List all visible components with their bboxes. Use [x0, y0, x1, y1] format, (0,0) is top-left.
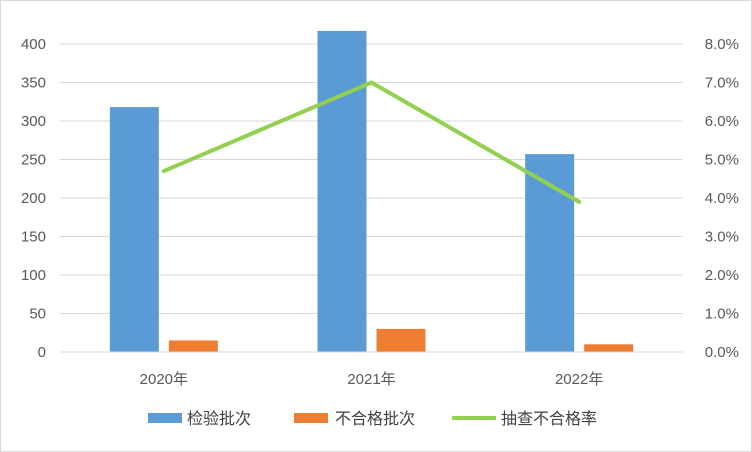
right-tick-label: 6.0% — [705, 113, 739, 130]
category-labels: 2020年 2021年 2022年 — [140, 371, 604, 388]
right-tick-label: 4.0% — [705, 190, 739, 207]
legend: 检验批次 不合格批次 抽查不合格率 — [148, 409, 597, 428]
left-tick-label: 0 — [38, 344, 46, 361]
legend-swatch — [294, 413, 328, 423]
right-tick-label: 0.0% — [705, 344, 739, 361]
legend-label: 检验批次 — [187, 409, 251, 428]
rate-line — [161, 80, 582, 204]
left-tick-label: 400 — [21, 36, 46, 53]
gridlines — [60, 43, 683, 314]
bar — [317, 30, 367, 352]
right-tick-label: 2.0% — [705, 267, 739, 284]
left-tick-label: 200 — [21, 190, 46, 207]
left-tick-label: 250 — [21, 152, 46, 169]
left-tick-label: 100 — [21, 267, 46, 284]
left-axis-ticks: 0 50 100 150 200 250 300 350 400 — [21, 36, 46, 361]
right-tick-label: 7.0% — [705, 75, 739, 92]
left-tick-label: 150 — [21, 229, 46, 246]
left-tick-label: 350 — [21, 75, 46, 92]
legend-label: 不合格批次 — [335, 409, 415, 428]
right-tick-label: 8.0% — [705, 36, 739, 53]
bar — [168, 340, 218, 352]
right-axis-ticks: 0.0% 1.0% 2.0% 3.0% 4.0% 5.0% 6.0% 7.0% 8.0% — [705, 36, 739, 361]
legend-label: 抽查不合格率 — [501, 409, 597, 428]
left-tick-label: 300 — [21, 113, 46, 130]
bar — [584, 344, 634, 352]
right-tick-label: 5.0% — [705, 152, 739, 169]
bar — [376, 328, 426, 352]
category-label: 2022年 — [555, 371, 603, 388]
right-tick-label: 3.0% — [705, 229, 739, 246]
left-tick-label: 50 — [29, 306, 46, 323]
line-series — [161, 80, 582, 204]
right-tick-label: 1.0% — [705, 306, 739, 323]
category-label: 2020年 — [140, 371, 188, 388]
bar — [109, 107, 159, 352]
bar-series — [109, 30, 634, 352]
category-label: 2021年 — [347, 371, 395, 388]
legend-swatch — [148, 413, 182, 423]
